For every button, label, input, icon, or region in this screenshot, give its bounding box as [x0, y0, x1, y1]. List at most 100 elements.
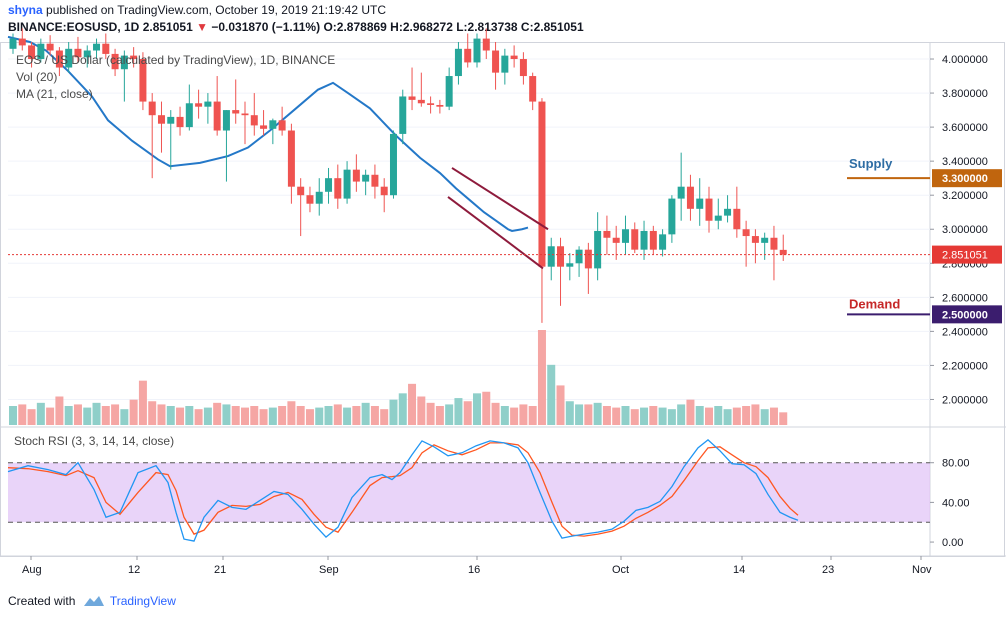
candle-body	[260, 125, 268, 129]
volume-bar	[760, 409, 769, 425]
price-tick-label: 3.200000	[942, 190, 988, 202]
volume-bar	[343, 407, 352, 425]
candle-body	[74, 48, 82, 58]
candle-body	[482, 38, 490, 51]
candle-body	[334, 178, 342, 199]
time-tick-label: 16	[468, 564, 480, 576]
volume-bar	[695, 406, 704, 425]
volume-bar	[491, 402, 500, 425]
volume-bar	[213, 402, 222, 425]
volume-bar	[769, 407, 778, 425]
volume-bar	[714, 406, 723, 425]
volume-bar	[473, 393, 481, 425]
candle-body	[779, 249, 787, 255]
candle-body	[371, 174, 379, 187]
volume-bar	[463, 401, 472, 425]
volume-bar	[120, 409, 129, 425]
volume-bar	[138, 380, 147, 425]
author-name[interactable]: shyna	[8, 3, 43, 17]
candle-body	[380, 186, 388, 196]
volume-bar	[723, 409, 732, 425]
volume-bar	[649, 406, 658, 425]
volume-bar	[454, 398, 463, 425]
time-tick-label: Oct	[612, 564, 629, 576]
volume-bar	[296, 406, 305, 425]
created-with-text: Created with	[8, 594, 76, 608]
volume-bar	[658, 407, 667, 425]
volume-bar	[9, 406, 17, 425]
candle-body	[325, 178, 333, 192]
candle-body	[176, 116, 184, 128]
volume-bar	[46, 407, 55, 425]
candle-body	[9, 38, 17, 49]
candle-body	[408, 96, 416, 100]
volume-bar	[528, 406, 537, 425]
volume-bar	[129, 399, 138, 425]
chart-header: shyna published on TradingView.com, Octo…	[0, 0, 1006, 40]
candle-body	[751, 236, 759, 243]
publish-text: published on TradingView.com, October 19…	[46, 3, 387, 17]
supply-price-label: 3.300000	[942, 173, 988, 185]
price-tick-label: 3.000000	[942, 224, 988, 236]
candle-body	[492, 50, 500, 73]
stoch-tick-label: 0.00	[942, 537, 963, 549]
candle-body	[130, 55, 138, 60]
volume-bar	[157, 404, 166, 425]
candle-body	[501, 55, 509, 73]
volume-bar	[500, 406, 509, 425]
volume-bar	[64, 406, 73, 425]
volume-bar	[677, 404, 686, 425]
last-price-tag	[932, 245, 1002, 264]
volume-bar	[101, 406, 110, 425]
candle-body	[185, 103, 193, 128]
volume-bar	[602, 406, 611, 425]
volume-bar	[361, 402, 370, 425]
candle-body	[18, 38, 26, 46]
volume-bar	[352, 406, 361, 425]
volume-bar	[176, 407, 185, 425]
candle-body	[287, 130, 295, 187]
candle-body	[510, 55, 518, 60]
candle-body	[362, 174, 370, 182]
volume-bar	[18, 404, 27, 425]
tradingview-logo-icon	[83, 596, 104, 606]
stoch-d-line	[7, 442, 799, 537]
candle-body	[28, 45, 36, 60]
volume-bar	[222, 404, 231, 425]
candle-body	[761, 237, 769, 243]
volume-bar	[742, 406, 751, 425]
ohlc-values: O:2.878869 H:2.968272 L:2.813738 C:2.851…	[323, 20, 584, 34]
volume-bar	[547, 364, 556, 425]
volume-bar	[73, 404, 82, 425]
price-tick-label: 2.200000	[942, 360, 988, 372]
volume-bar	[148, 401, 157, 425]
tradingview-brand[interactable]: TradingView	[109, 594, 176, 608]
candle-body	[584, 249, 592, 269]
price-tick-label: 4.000000	[942, 54, 988, 66]
supply-price-tag	[932, 169, 1002, 188]
candle-body	[649, 230, 657, 250]
candle-body	[427, 103, 435, 105]
time-tick-label: 21	[214, 564, 226, 576]
candle-body	[120, 55, 128, 70]
candle-body	[473, 38, 481, 63]
ma21-line	[7, 35, 529, 232]
volume-bar	[519, 404, 528, 425]
symbol-label: BINANCE:EOSUSD, 1D	[8, 20, 140, 34]
candle-body	[389, 133, 397, 196]
candle-body	[557, 246, 565, 267]
price-tick-label: 2.600000	[942, 292, 988, 304]
footer: Created with TradingView	[8, 594, 176, 608]
volume-bar	[370, 406, 379, 425]
candle-body	[167, 116, 175, 124]
volume-bar	[630, 409, 639, 425]
candle-body	[603, 230, 611, 238]
candle-body	[742, 229, 750, 237]
candle-body	[714, 215, 722, 221]
volume-bar	[27, 409, 36, 425]
candle-body	[157, 115, 165, 124]
candle-body	[640, 230, 648, 250]
volume-bar	[435, 406, 444, 425]
candle-body	[566, 263, 574, 267]
